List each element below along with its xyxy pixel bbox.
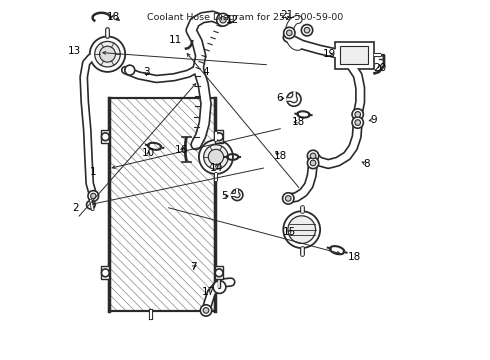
Circle shape <box>99 46 116 62</box>
Circle shape <box>284 27 295 39</box>
Text: 2: 2 <box>72 203 79 213</box>
Circle shape <box>215 133 223 141</box>
Circle shape <box>95 41 120 67</box>
Text: 21: 21 <box>280 10 294 20</box>
Text: 3: 3 <box>143 67 150 77</box>
Circle shape <box>125 65 135 75</box>
Circle shape <box>352 109 364 120</box>
Bar <box>335 42 374 69</box>
Circle shape <box>355 120 361 125</box>
Text: 18: 18 <box>347 252 361 262</box>
Circle shape <box>203 307 209 313</box>
Circle shape <box>307 157 318 168</box>
Bar <box>101 266 109 279</box>
Text: Coolant Hose Diagram for 253-500-59-00: Coolant Hose Diagram for 253-500-59-00 <box>147 13 343 22</box>
Circle shape <box>291 96 297 103</box>
Circle shape <box>204 145 228 169</box>
Text: 20: 20 <box>373 63 386 73</box>
Text: 14: 14 <box>210 163 223 172</box>
Text: 10: 10 <box>142 148 155 158</box>
Text: 5: 5 <box>221 191 228 201</box>
Text: 15: 15 <box>283 228 296 238</box>
Text: 11: 11 <box>169 35 182 45</box>
Bar <box>215 266 222 279</box>
Circle shape <box>213 281 226 293</box>
Text: 13: 13 <box>68 46 81 56</box>
Bar <box>340 46 368 64</box>
Bar <box>101 130 109 143</box>
Circle shape <box>215 269 223 277</box>
Text: 7: 7 <box>190 262 197 272</box>
Circle shape <box>283 211 320 248</box>
Text: 18: 18 <box>274 151 287 161</box>
Circle shape <box>91 193 96 199</box>
Text: 4: 4 <box>203 67 209 77</box>
Circle shape <box>101 133 109 141</box>
Text: 6: 6 <box>276 93 283 103</box>
Circle shape <box>307 150 318 162</box>
Text: 12: 12 <box>226 15 239 25</box>
Circle shape <box>200 305 212 316</box>
Circle shape <box>304 27 310 33</box>
Circle shape <box>217 13 229 26</box>
Circle shape <box>220 17 226 23</box>
Bar <box>109 99 215 311</box>
Circle shape <box>283 193 294 204</box>
Text: 1: 1 <box>90 167 97 177</box>
Circle shape <box>232 189 243 201</box>
Circle shape <box>285 195 291 201</box>
Text: 8: 8 <box>363 159 369 169</box>
Text: 18: 18 <box>107 12 121 22</box>
Text: 16: 16 <box>175 145 189 155</box>
Text: 9: 9 <box>370 115 377 125</box>
Circle shape <box>288 216 316 243</box>
Text: 19: 19 <box>323 49 336 59</box>
Circle shape <box>310 160 316 166</box>
Circle shape <box>88 191 98 201</box>
Bar <box>215 130 222 143</box>
Circle shape <box>87 201 95 209</box>
Circle shape <box>355 112 361 117</box>
Circle shape <box>101 269 109 277</box>
Circle shape <box>301 24 313 36</box>
Circle shape <box>352 117 364 128</box>
Circle shape <box>310 153 316 159</box>
Circle shape <box>287 92 301 106</box>
Circle shape <box>199 140 233 174</box>
Circle shape <box>287 30 292 36</box>
Circle shape <box>234 192 240 198</box>
Circle shape <box>208 149 223 165</box>
Circle shape <box>90 36 125 72</box>
Text: 17: 17 <box>202 287 216 297</box>
Text: 18: 18 <box>292 117 305 126</box>
